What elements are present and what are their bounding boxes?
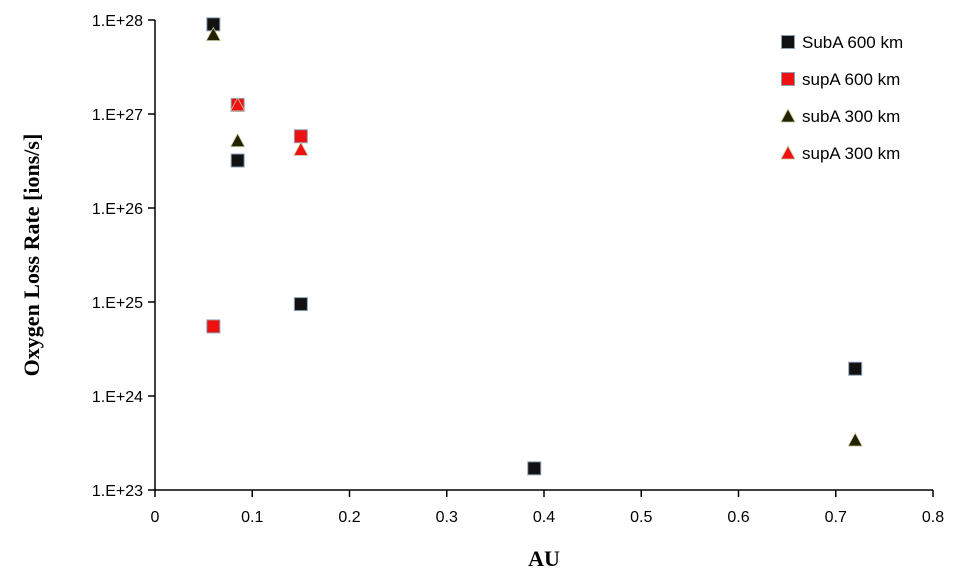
y-tick-label: 1.E+27: [92, 107, 143, 124]
legend-marker: [780, 145, 796, 160]
legend-marker: [781, 35, 795, 49]
x-axis-title: AU: [528, 546, 560, 571]
x-tick-label: 0.2: [338, 509, 360, 526]
x-tick-label: 0.7: [825, 509, 847, 526]
legend-marker: [780, 108, 796, 123]
data-point: [229, 132, 246, 148]
y-tick-label: 1.E+25: [92, 295, 143, 312]
data-point: [848, 361, 863, 376]
data-point: [293, 141, 309, 156]
x-tick-label: 0.1: [241, 509, 263, 526]
x-tick-label: 0.4: [533, 509, 555, 526]
y-tick-label: 1.E+26: [92, 201, 143, 218]
legend-label: supA 300 km: [802, 144, 900, 163]
legend-label: subA 300 km: [802, 107, 900, 126]
series-group: [206, 97, 308, 334]
y-tick-label: 1.E+28: [92, 13, 143, 30]
data-point: [230, 153, 245, 168]
x-ticks: 0 0.1 0.2 0.3 0.4 0.5 0.6 0.7 0.8: [151, 490, 944, 526]
axes: [154, 20, 933, 491]
y-ticks: 1.E+23 1.E+24 1.E+25 1.E+26 1.E+27 1.E+28: [92, 13, 155, 500]
data-points: [205, 17, 863, 476]
legend: SubA 600 km supA 600 km subA 300 km supA 30…: [780, 33, 903, 163]
series-group: [206, 17, 863, 476]
data-point: [527, 461, 542, 476]
data-point: [293, 129, 308, 144]
series-group: [205, 26, 863, 447]
x-tick-label: 0.5: [630, 509, 652, 526]
x-tick-label: 0: [151, 509, 160, 526]
y-tick-label: 1.E+23: [92, 483, 143, 500]
data-point: [205, 26, 222, 41]
legend-label: supA 600 km: [802, 70, 900, 89]
legend-label: SubA 600 km: [802, 33, 903, 52]
data-point: [293, 297, 308, 312]
x-tick-label: 0.6: [727, 509, 749, 526]
x-tick-label: 0.3: [436, 509, 458, 526]
x-tick-label: 0.8: [922, 509, 944, 526]
y-axis-title: Oxygen Loss Rate [ions/s]: [19, 134, 44, 377]
series-group: [229, 97, 309, 156]
data-point: [229, 97, 246, 112]
data-point: [847, 432, 863, 447]
legend-marker: [781, 72, 795, 86]
data-point: [206, 319, 221, 334]
y-tick-label: 1.E+24: [92, 389, 143, 406]
